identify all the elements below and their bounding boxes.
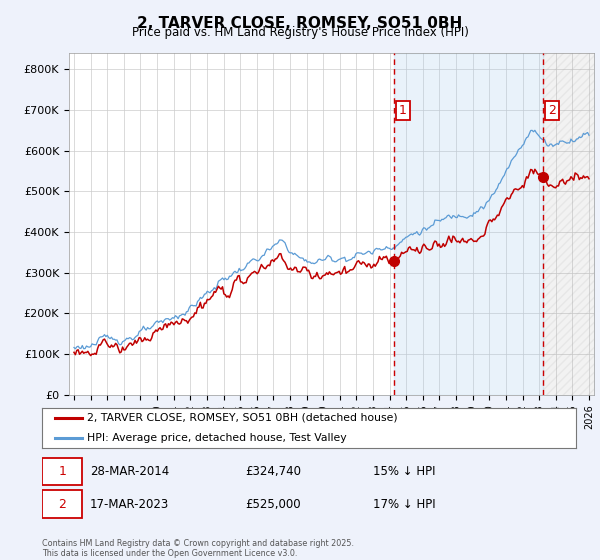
- Text: Price paid vs. HM Land Registry's House Price Index (HPI): Price paid vs. HM Land Registry's House …: [131, 26, 469, 39]
- Text: HPI: Average price, detached house, Test Valley: HPI: Average price, detached house, Test…: [88, 433, 347, 443]
- Bar: [394, 53, 542, 395]
- Text: Contains HM Land Registry data © Crown copyright and database right 2025.
This d: Contains HM Land Registry data © Crown c…: [42, 539, 354, 558]
- Text: 28-MAR-2014: 28-MAR-2014: [90, 465, 169, 478]
- Text: 1: 1: [399, 104, 407, 116]
- FancyBboxPatch shape: [42, 491, 82, 518]
- Text: £525,000: £525,000: [245, 498, 301, 511]
- Text: 2: 2: [548, 104, 556, 116]
- Text: £324,740: £324,740: [245, 465, 301, 478]
- Text: 17-MAR-2023: 17-MAR-2023: [90, 498, 169, 511]
- Text: 2: 2: [58, 498, 66, 511]
- Text: 1: 1: [58, 465, 66, 478]
- Text: 15% ↓ HPI: 15% ↓ HPI: [373, 465, 436, 478]
- Bar: [542, 53, 598, 395]
- FancyBboxPatch shape: [42, 458, 82, 485]
- Text: 2, TARVER CLOSE, ROMSEY, SO51 0BH (detached house): 2, TARVER CLOSE, ROMSEY, SO51 0BH (detac…: [88, 413, 398, 423]
- Text: 2, TARVER CLOSE, ROMSEY, SO51 0BH: 2, TARVER CLOSE, ROMSEY, SO51 0BH: [137, 16, 463, 31]
- Text: 17% ↓ HPI: 17% ↓ HPI: [373, 498, 436, 511]
